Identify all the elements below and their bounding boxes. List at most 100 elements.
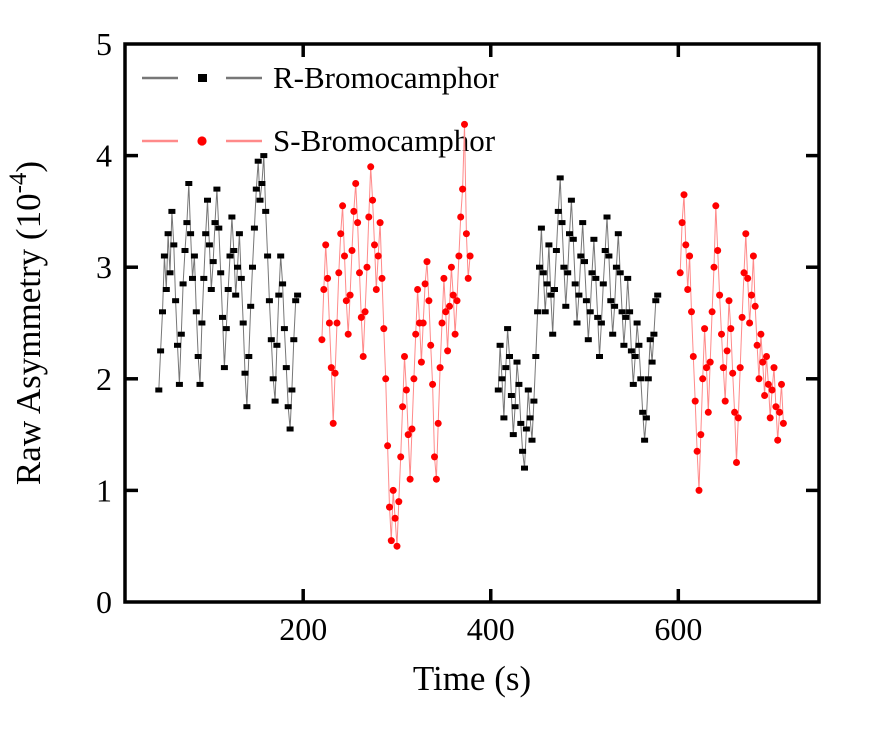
data-point-r	[496, 342, 504, 348]
data-point-r	[292, 298, 300, 304]
data-point-r	[545, 242, 553, 248]
data-point-s	[342, 297, 350, 305]
data-point-r	[519, 448, 527, 454]
data-point-s	[686, 252, 694, 260]
data-point-s	[436, 364, 444, 372]
data-point-r	[611, 303, 619, 309]
legend-label-r-bromocamphor: R-Bromocamphor	[273, 60, 499, 95]
data-point-r	[526, 415, 534, 421]
data-point-r	[174, 342, 181, 348]
data-point-r	[230, 248, 238, 253]
data-point-r	[549, 331, 557, 337]
data-point-s	[451, 330, 459, 338]
data-point-r	[200, 275, 208, 281]
data-point-s	[339, 202, 347, 210]
data-point-r	[224, 287, 232, 292]
data-point-r	[157, 348, 165, 354]
data-point-r	[279, 281, 287, 287]
data-point-s	[361, 308, 369, 316]
data-point-s	[753, 341, 761, 349]
data-point-s	[453, 297, 461, 305]
data-point-r	[569, 236, 577, 242]
data-point-r	[162, 287, 170, 292]
data-point-r	[616, 270, 624, 276]
data-point-s	[344, 330, 352, 338]
y-tick-label: 3	[96, 249, 112, 285]
x-tick-label: 400	[467, 611, 515, 647]
data-point-r	[588, 270, 596, 276]
data-point-r	[552, 248, 560, 253]
data-point-s	[331, 369, 339, 377]
data-point-s	[704, 408, 712, 416]
data-point-r	[620, 342, 628, 348]
data-point-r	[273, 342, 281, 348]
data-point-r	[522, 426, 530, 432]
data-point-r	[543, 281, 551, 287]
data-point-r	[196, 381, 204, 387]
x-tick-label: 200	[279, 611, 327, 647]
data-point-s	[350, 207, 358, 215]
data-point-s	[748, 291, 755, 299]
data-point-r	[539, 270, 547, 276]
data-point-r	[250, 225, 258, 231]
data-point-s	[738, 313, 746, 321]
data-point-r	[577, 253, 585, 259]
data-point-s	[761, 392, 769, 399]
data-point-s	[729, 369, 737, 377]
data-point-r	[622, 314, 630, 320]
data-point-s	[386, 503, 393, 511]
data-point-s	[768, 386, 776, 394]
legend-entry-s-bromocamphor: S-Bromocamphor	[140, 118, 499, 164]
data-point-s	[708, 308, 716, 316]
data-point-r	[284, 404, 292, 410]
data-point-s	[740, 269, 748, 277]
data-point-s	[367, 163, 375, 171]
series-line-r	[497, 177, 659, 469]
data-point-r	[277, 253, 285, 259]
data-point-s	[772, 403, 780, 411]
data-point-s	[327, 364, 335, 372]
data-point-s	[410, 375, 418, 383]
data-point-s	[363, 263, 371, 271]
data-point-s	[714, 247, 722, 254]
data-point-r	[506, 354, 513, 359]
data-point-r	[504, 326, 512, 332]
data-point-r	[286, 426, 294, 432]
data-point-r	[211, 220, 219, 226]
data-point-r	[170, 242, 178, 248]
data-point-r	[635, 342, 643, 348]
data-point-r	[573, 320, 581, 326]
data-point-r	[166, 270, 174, 276]
data-point-s	[440, 274, 448, 282]
data-point-s	[324, 274, 332, 282]
data-point-r	[558, 220, 566, 226]
data-point-s	[691, 397, 699, 405]
data-point-s	[356, 269, 363, 277]
data-point-s	[457, 213, 465, 221]
data-point-r	[603, 214, 611, 220]
data-point-r	[652, 298, 660, 304]
data-point-r	[654, 292, 662, 298]
data-point-s	[397, 453, 405, 461]
data-point-r	[189, 275, 196, 281]
data-point-s	[391, 514, 399, 522]
data-point-s	[725, 297, 733, 305]
data-point-s	[695, 486, 703, 494]
y-axis-title-main: Raw Asymmetry (10	[9, 193, 48, 485]
data-point-r	[168, 208, 176, 214]
legend-sample-square-line-icon	[142, 74, 262, 82]
data-point-r	[624, 275, 632, 281]
data-point-s	[369, 196, 377, 204]
data-point-s	[678, 219, 686, 227]
y-axis-title-superscript: -4	[5, 172, 32, 193]
data-point-r	[584, 337, 592, 343]
data-point-s	[322, 241, 330, 249]
data-point-s	[401, 353, 408, 360]
data-point-r	[515, 381, 523, 387]
data-point-s	[727, 325, 735, 333]
data-point-s	[421, 280, 429, 288]
data-point-s	[455, 252, 463, 260]
data-point-s	[742, 230, 750, 238]
data-point-s	[778, 380, 785, 388]
data-point-s	[434, 419, 442, 427]
